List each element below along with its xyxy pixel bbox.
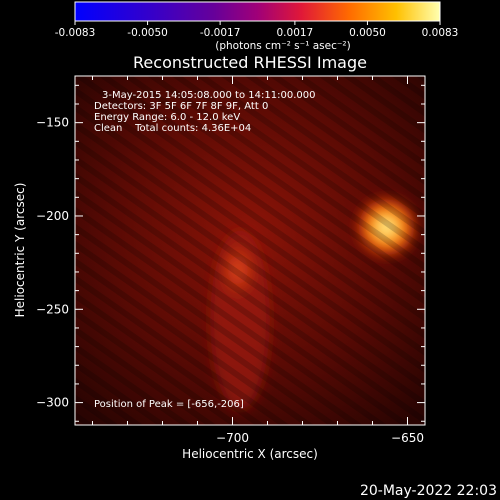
chart-title: Reconstructed RHESSI Image: [133, 53, 367, 72]
colorbar-unit-label: (photons cm⁻² s⁻¹ asec⁻²): [215, 40, 350, 52]
y-tick-label: −300: [36, 396, 69, 410]
colorbar: -0.0083 -0.0050 -0.0017 0.0017 0.0050 0.0083 …: [55, 1, 459, 52]
plot-frame: [74, 75, 426, 426]
y-tick-label: −150: [36, 116, 69, 130]
info-detectors: Detectors: 3F 5F 6F 7F 8F 9F, Att 0: [94, 101, 268, 112]
colorbar-tick-label: 0.0083: [422, 27, 459, 39]
y-axis-label: Heliocentric Y (arcsec): [13, 183, 27, 318]
x-tick-label: −650: [391, 431, 424, 445]
info-energy-range: Energy Range: 6.0 - 12.0 keV: [94, 112, 240, 123]
x-axis-label: Heliocentric X (arcsec): [182, 447, 318, 461]
y-axis: −150 −200 −250 −300: [36, 84, 425, 422]
colorbar-tick-label: -0.0083: [55, 27, 96, 39]
x-tick-label: −700: [216, 431, 249, 445]
colorbar-gradient: [74, 1, 441, 22]
info-time-range: 3-May-2015 14:05:08.000 to 14:11:00.000: [102, 90, 315, 101]
secondary-source: [427, 194, 479, 234]
timestamp: 20-May-2022 22:03: [360, 483, 497, 499]
colorbar-ticks: -0.0083 -0.0050 -0.0017 0.0017 0.0050 0.0083: [55, 21, 459, 39]
y-tick-label: −250: [36, 302, 69, 316]
colorbar-tick-label: -0.0017: [200, 27, 241, 39]
observation-info: 3-May-2015 14:05:08.000 to 14:11:00.000 …: [94, 90, 315, 134]
colorbar-tick-label: 0.0017: [277, 27, 314, 39]
colorbar-tick-label: 0.0050: [349, 27, 386, 39]
x-axis: −700−650−600: [92, 76, 424, 445]
y-tick-label: −200: [36, 209, 69, 223]
image-area: [75, 76, 479, 425]
peak-position-label: Position of Peak = [-656,-206]: [94, 399, 244, 410]
colorbar-tick-label: -0.0050: [127, 27, 168, 39]
clean-ripple-texture: [75, 76, 425, 425]
info-clean-counts: Clean Total counts: 4.36E+04: [94, 123, 251, 134]
